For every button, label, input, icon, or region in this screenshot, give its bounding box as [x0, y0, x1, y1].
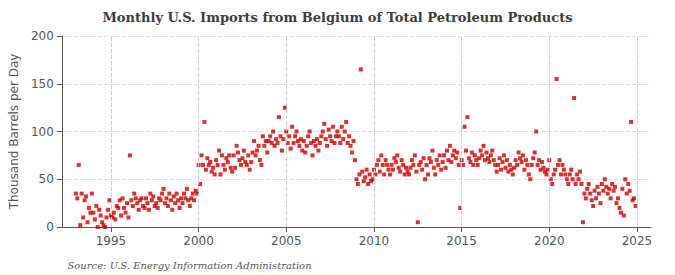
svg-text:2025: 2025 — [622, 234, 653, 248]
svg-text:50: 50 — [39, 172, 54, 186]
svg-text:Monthly U.S. Imports from Belg: Monthly U.S. Imports from Belgium of Tot… — [102, 10, 572, 25]
svg-text:100: 100 — [31, 125, 54, 139]
svg-text:1995: 1995 — [96, 234, 127, 248]
svg-text:Source: U.S. Energy Informatio: Source: U.S. Energy Information Administ… — [68, 260, 312, 271]
svg-text:2015: 2015 — [446, 234, 477, 248]
svg-text:0: 0 — [46, 220, 54, 234]
svg-text:150: 150 — [31, 77, 54, 91]
svg-text:Thousand Barrels per Day: Thousand Barrels per Day — [7, 54, 21, 211]
svg-text:200: 200 — [31, 29, 54, 43]
svg-text:2010: 2010 — [359, 234, 390, 248]
svg-text:2000: 2000 — [183, 234, 214, 248]
svg-text:2005: 2005 — [271, 234, 302, 248]
svg-text:2020: 2020 — [534, 234, 565, 248]
